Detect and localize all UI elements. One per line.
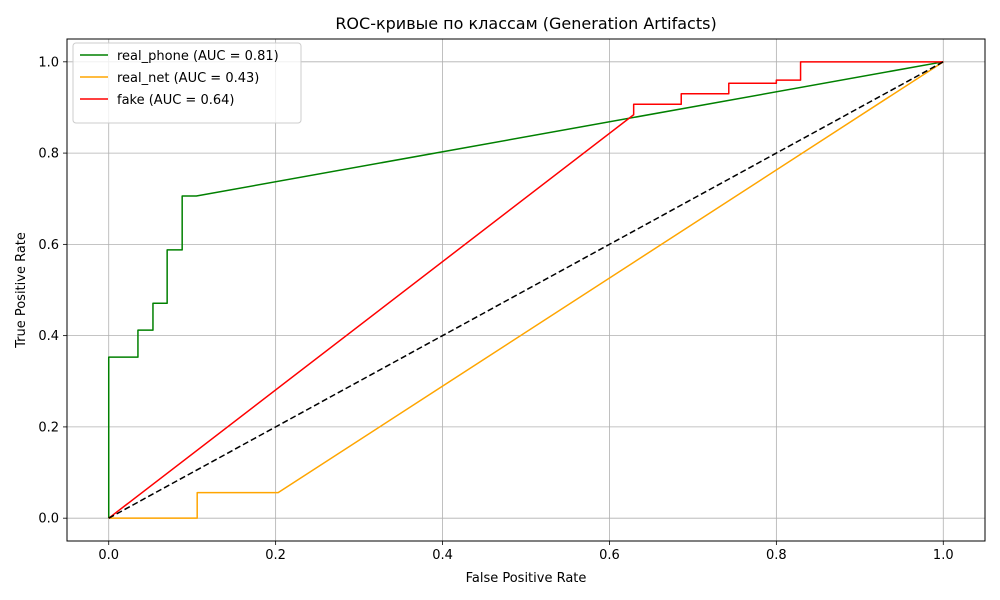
x-tick-label: 0.8: [766, 548, 787, 563]
series-line-1: [108, 61, 944, 519]
chart-title: ROC-кривые по классам (Generation Artifa…: [335, 14, 716, 33]
legend-entry-label: real_net (AUC = 0.43): [117, 71, 259, 86]
x-tick-label: 0.2: [265, 548, 286, 563]
legend: real_phone (AUC = 0.81) real_net (AUC = 0…: [72, 42, 302, 124]
legend-box: [72, 42, 302, 124]
y-tick-label: 0.2: [38, 420, 59, 435]
legend-entry-label: fake (AUC = 0.64): [117, 93, 234, 108]
y-tick-label: 0.0: [38, 512, 59, 527]
x-axis-label: False Positive Rate: [466, 571, 587, 586]
chance-diagonal-line: [108, 61, 944, 519]
series-lines: [107, 61, 944, 519]
y-tick-label: 1.0: [38, 55, 59, 70]
y-tick-label: 0.4: [38, 329, 59, 344]
axis-ticks: 0.0 0.2 0.4 0.6 0.8 1.0 0.0 0.2 0.4 0.6 0.8 1.0: [38, 55, 953, 563]
legend-entry-label: real_phone (AUC = 0.81): [117, 49, 279, 64]
x-tick-label: 1.0: [933, 548, 954, 563]
x-tick-label: 0.6: [599, 548, 620, 563]
series-line-0: [107, 61, 944, 519]
y-axis-label: True Positive Rate: [14, 232, 29, 349]
x-tick-label: 0.4: [432, 548, 453, 563]
plot-frame: [66, 38, 986, 542]
y-tick-label: 0.6: [38, 238, 59, 253]
y-tick-label: 0.8: [38, 147, 59, 162]
series-line-2: [108, 61, 944, 519]
x-tick-label: 0.0: [98, 548, 119, 563]
